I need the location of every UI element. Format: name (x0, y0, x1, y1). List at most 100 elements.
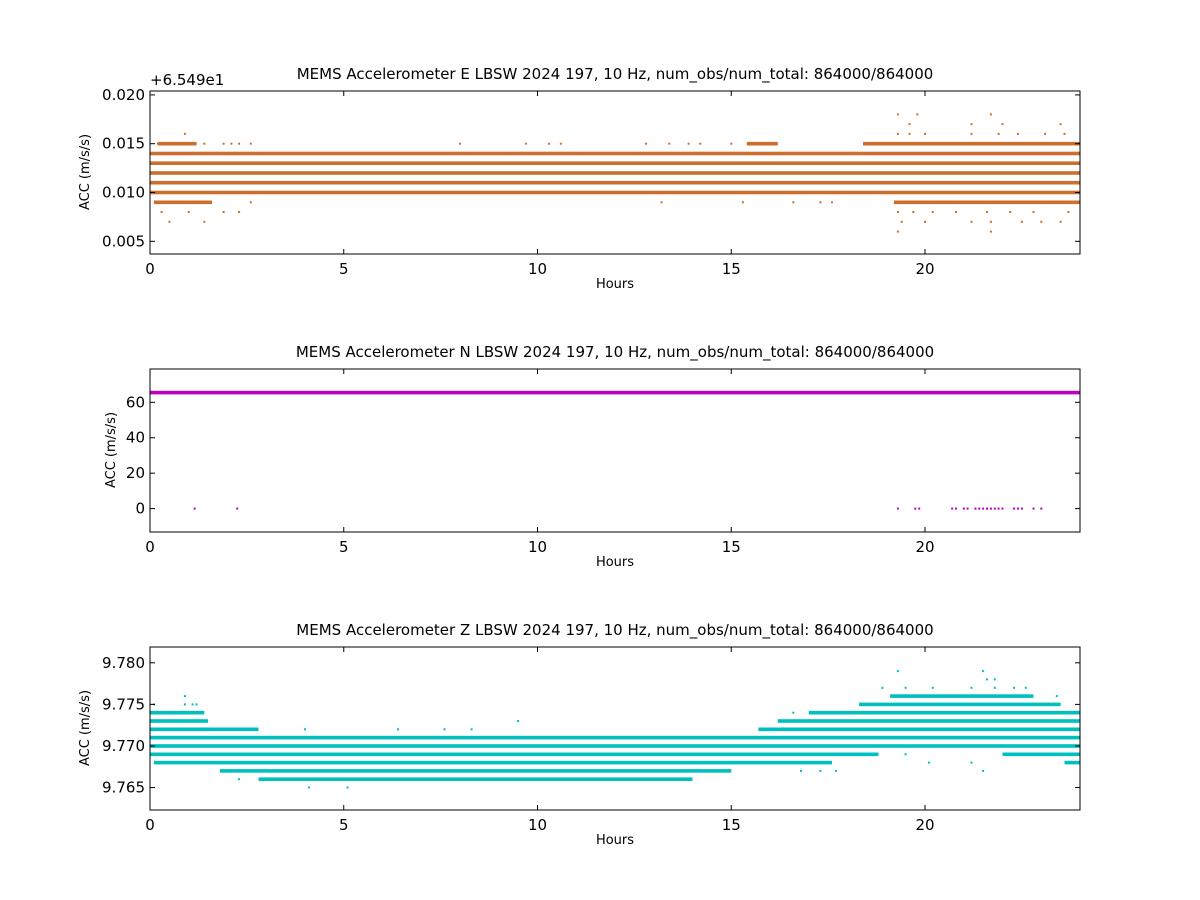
panel-z-ytick-label-1: 9.770 (102, 737, 145, 755)
panel-e-point-9 (459, 142, 461, 145)
panel-z-point-32 (970, 761, 973, 764)
panel-e-point-57 (1020, 220, 1023, 223)
panel-e-point-19 (168, 220, 171, 223)
panel-e-point-26 (741, 201, 744, 204)
panel-e-ytick-label-2: 0.015 (102, 135, 145, 153)
panel-e-point-10 (524, 142, 527, 145)
panel-e-xtick-label-0: 0 (145, 260, 155, 278)
panel-z-ylabel: ACC (m/s/s) (78, 690, 93, 766)
panel-z-band-7-0 (219, 769, 732, 773)
panel-e-band-5-2 (863, 141, 1080, 146)
panel-z-point-22 (931, 686, 934, 689)
panel-e-point-56 (989, 220, 992, 223)
panel-e-point-4 (203, 142, 206, 145)
panel-e-band-4-0 (150, 190, 1080, 195)
panel-e-band-1-0 (150, 161, 1080, 165)
panel-z-point-9 (397, 728, 399, 731)
panel-e-point-8 (249, 142, 252, 145)
panel-e-point-60 (896, 230, 899, 233)
panel-e-point-52 (1067, 211, 1070, 213)
panel-e-point-21 (203, 220, 206, 223)
panel-n-ylabel: ACC (m/s/s) (104, 412, 119, 488)
panel-n-point-21 (1040, 507, 1043, 510)
panel-z-xtick-label-1: 5 (339, 816, 349, 834)
panel-n-point-4 (918, 507, 921, 510)
panel-z-band-6-0 (153, 760, 832, 765)
panel-e-xtick-label-2: 10 (528, 260, 547, 278)
panel-e-point-38 (908, 132, 911, 135)
panel-n-point-0 (193, 507, 196, 510)
panel-n-band-0-0 (150, 390, 1080, 395)
panel-e-point-3 (191, 142, 194, 145)
panel-z-band-6-1 (1064, 760, 1080, 765)
panel-e-band-5-1 (746, 141, 778, 146)
panel-z-point-10 (443, 728, 446, 731)
panel-z-point-18 (896, 670, 899, 673)
panel-e-point-46 (912, 211, 915, 213)
panel-z-point-28 (993, 678, 996, 681)
panel-n: MEMS Accelerometer N LBSW 2024 197, 10 H… (104, 343, 1081, 570)
panel-z-point-25 (1013, 686, 1016, 689)
panel-n-point-2 (896, 507, 899, 510)
panel-e-point-32 (989, 113, 992, 116)
panel-e-band-0-0 (150, 151, 1080, 156)
panel-z-point-20 (881, 686, 884, 689)
panel-z-band-11-0 (890, 694, 1034, 698)
panel-e-xtick-label-4: 20 (915, 260, 934, 278)
panel-z-band-2-1 (758, 727, 1080, 732)
panel-n-point-1 (236, 507, 239, 510)
panel-z-ytick-label-2: 9.775 (102, 695, 145, 713)
panel-z-xtick-label-3: 15 (722, 816, 741, 834)
panel-e-point-37 (896, 132, 899, 135)
panel-e-point-48 (955, 211, 957, 213)
panel-z-ytick-label-0: 9.765 (102, 779, 145, 797)
panel-z-band-10-0 (859, 702, 1061, 707)
panel-z-point-16 (819, 769, 822, 772)
panel-n-point-11 (982, 507, 985, 510)
panel-z-point-2 (191, 703, 194, 706)
panel-n-point-19 (1020, 507, 1023, 510)
panel-z-band-0-0 (150, 710, 205, 715)
panel-e-point-40 (970, 132, 973, 135)
panel-z-band-1-0 (150, 719, 209, 723)
panel-n-point-20 (1032, 507, 1035, 510)
panel-e-point-1 (168, 142, 171, 145)
panel-z-point-26 (1024, 686, 1027, 689)
panel-n-ytick-label-3: 60 (126, 393, 145, 411)
panel-z-band-5-0 (150, 752, 879, 757)
panel-e-point-27 (792, 201, 795, 204)
panel-e-point-15 (687, 142, 690, 145)
panel-e-axes-frame (149, 90, 1081, 255)
panel-e-ylabel: ACC (m/s/s) (78, 134, 93, 210)
panel-z-point-0 (183, 695, 186, 698)
panel-z-point-1 (183, 703, 186, 706)
panel-n-point-14 (993, 507, 996, 510)
panel-e-point-59 (1059, 220, 1062, 223)
panel-e-title: MEMS Accelerometer E LBSW 2024 197, 10 H… (297, 65, 934, 84)
panel-z-point-29 (1055, 695, 1058, 698)
panel-e-band-6-0 (153, 200, 212, 205)
panel-z-point-27 (986, 678, 988, 681)
panel-z-point-11 (470, 728, 473, 731)
panel-z-point-33 (982, 769, 985, 772)
panel-e-point-51 (1032, 211, 1035, 213)
panel-n-xtick-label-1: 5 (339, 538, 349, 556)
panel-e-point-2 (183, 132, 186, 135)
panel-n-point-10 (978, 507, 981, 510)
panel-e-point-7 (238, 142, 241, 145)
panel-e-band-3-0 (150, 180, 1080, 185)
panel-n-xtick-label-2: 10 (528, 538, 547, 556)
panel-e-xtick-label-3: 15 (722, 260, 741, 278)
panel-e-point-55 (970, 220, 973, 223)
panel-e-point-58 (1040, 220, 1043, 223)
panel-e-band-6-1 (894, 200, 1080, 205)
panel-z-band-3-0 (150, 735, 1080, 740)
panel-n-point-9 (974, 507, 977, 510)
panel-e-band-2-0 (150, 171, 1080, 175)
panel-z-point-6 (346, 786, 349, 789)
panel-z-band-8-0 (258, 777, 693, 781)
panel-e-point-39 (924, 132, 926, 135)
panel-n-point-6 (955, 507, 957, 510)
panel-e-point-31 (916, 113, 919, 116)
panel-e-point-20 (187, 211, 190, 213)
